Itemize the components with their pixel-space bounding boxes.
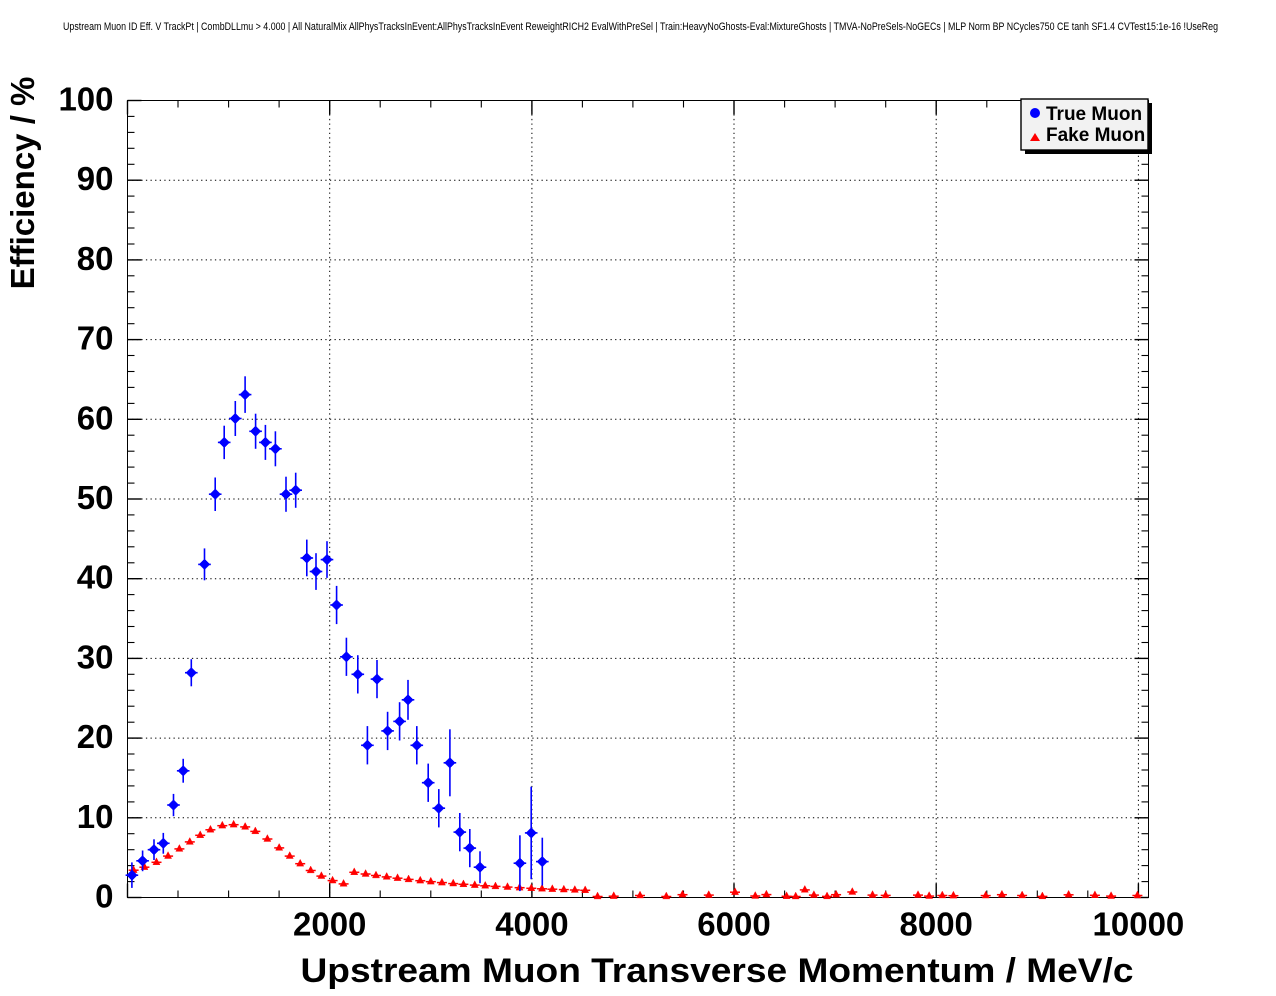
svg-text:4000: 4000 (495, 906, 568, 943)
svg-text:20: 20 (77, 718, 114, 755)
svg-text:70: 70 (77, 320, 114, 357)
svg-text:90: 90 (77, 160, 114, 197)
svg-text:30: 30 (77, 638, 114, 675)
svg-text:50: 50 (77, 479, 114, 516)
svg-text:100: 100 (58, 81, 113, 118)
svg-text:2000: 2000 (293, 906, 366, 943)
svg-text:Upstream Muon ID Eff. V TrackP: Upstream Muon ID Eff. V TrackPt | CombDL… (63, 21, 1218, 33)
svg-text:8000: 8000 (899, 906, 972, 943)
svg-text:0: 0 (95, 878, 113, 915)
svg-text:10000: 10000 (1093, 906, 1185, 943)
svg-text:True Muon: True Muon (1046, 104, 1142, 125)
svg-text:80: 80 (77, 240, 114, 277)
svg-text:60: 60 (77, 399, 114, 436)
svg-text:Upstream Muon Transverse Momen: Upstream Muon Transverse Momentum / MeV/… (301, 952, 1134, 990)
svg-text:10: 10 (77, 798, 114, 835)
svg-text:Fake Muon: Fake Muon (1046, 125, 1145, 146)
svg-text:40: 40 (77, 559, 114, 596)
svg-text:Efficiency / %: Efficiency / % (4, 77, 41, 290)
svg-text:6000: 6000 (697, 906, 770, 943)
